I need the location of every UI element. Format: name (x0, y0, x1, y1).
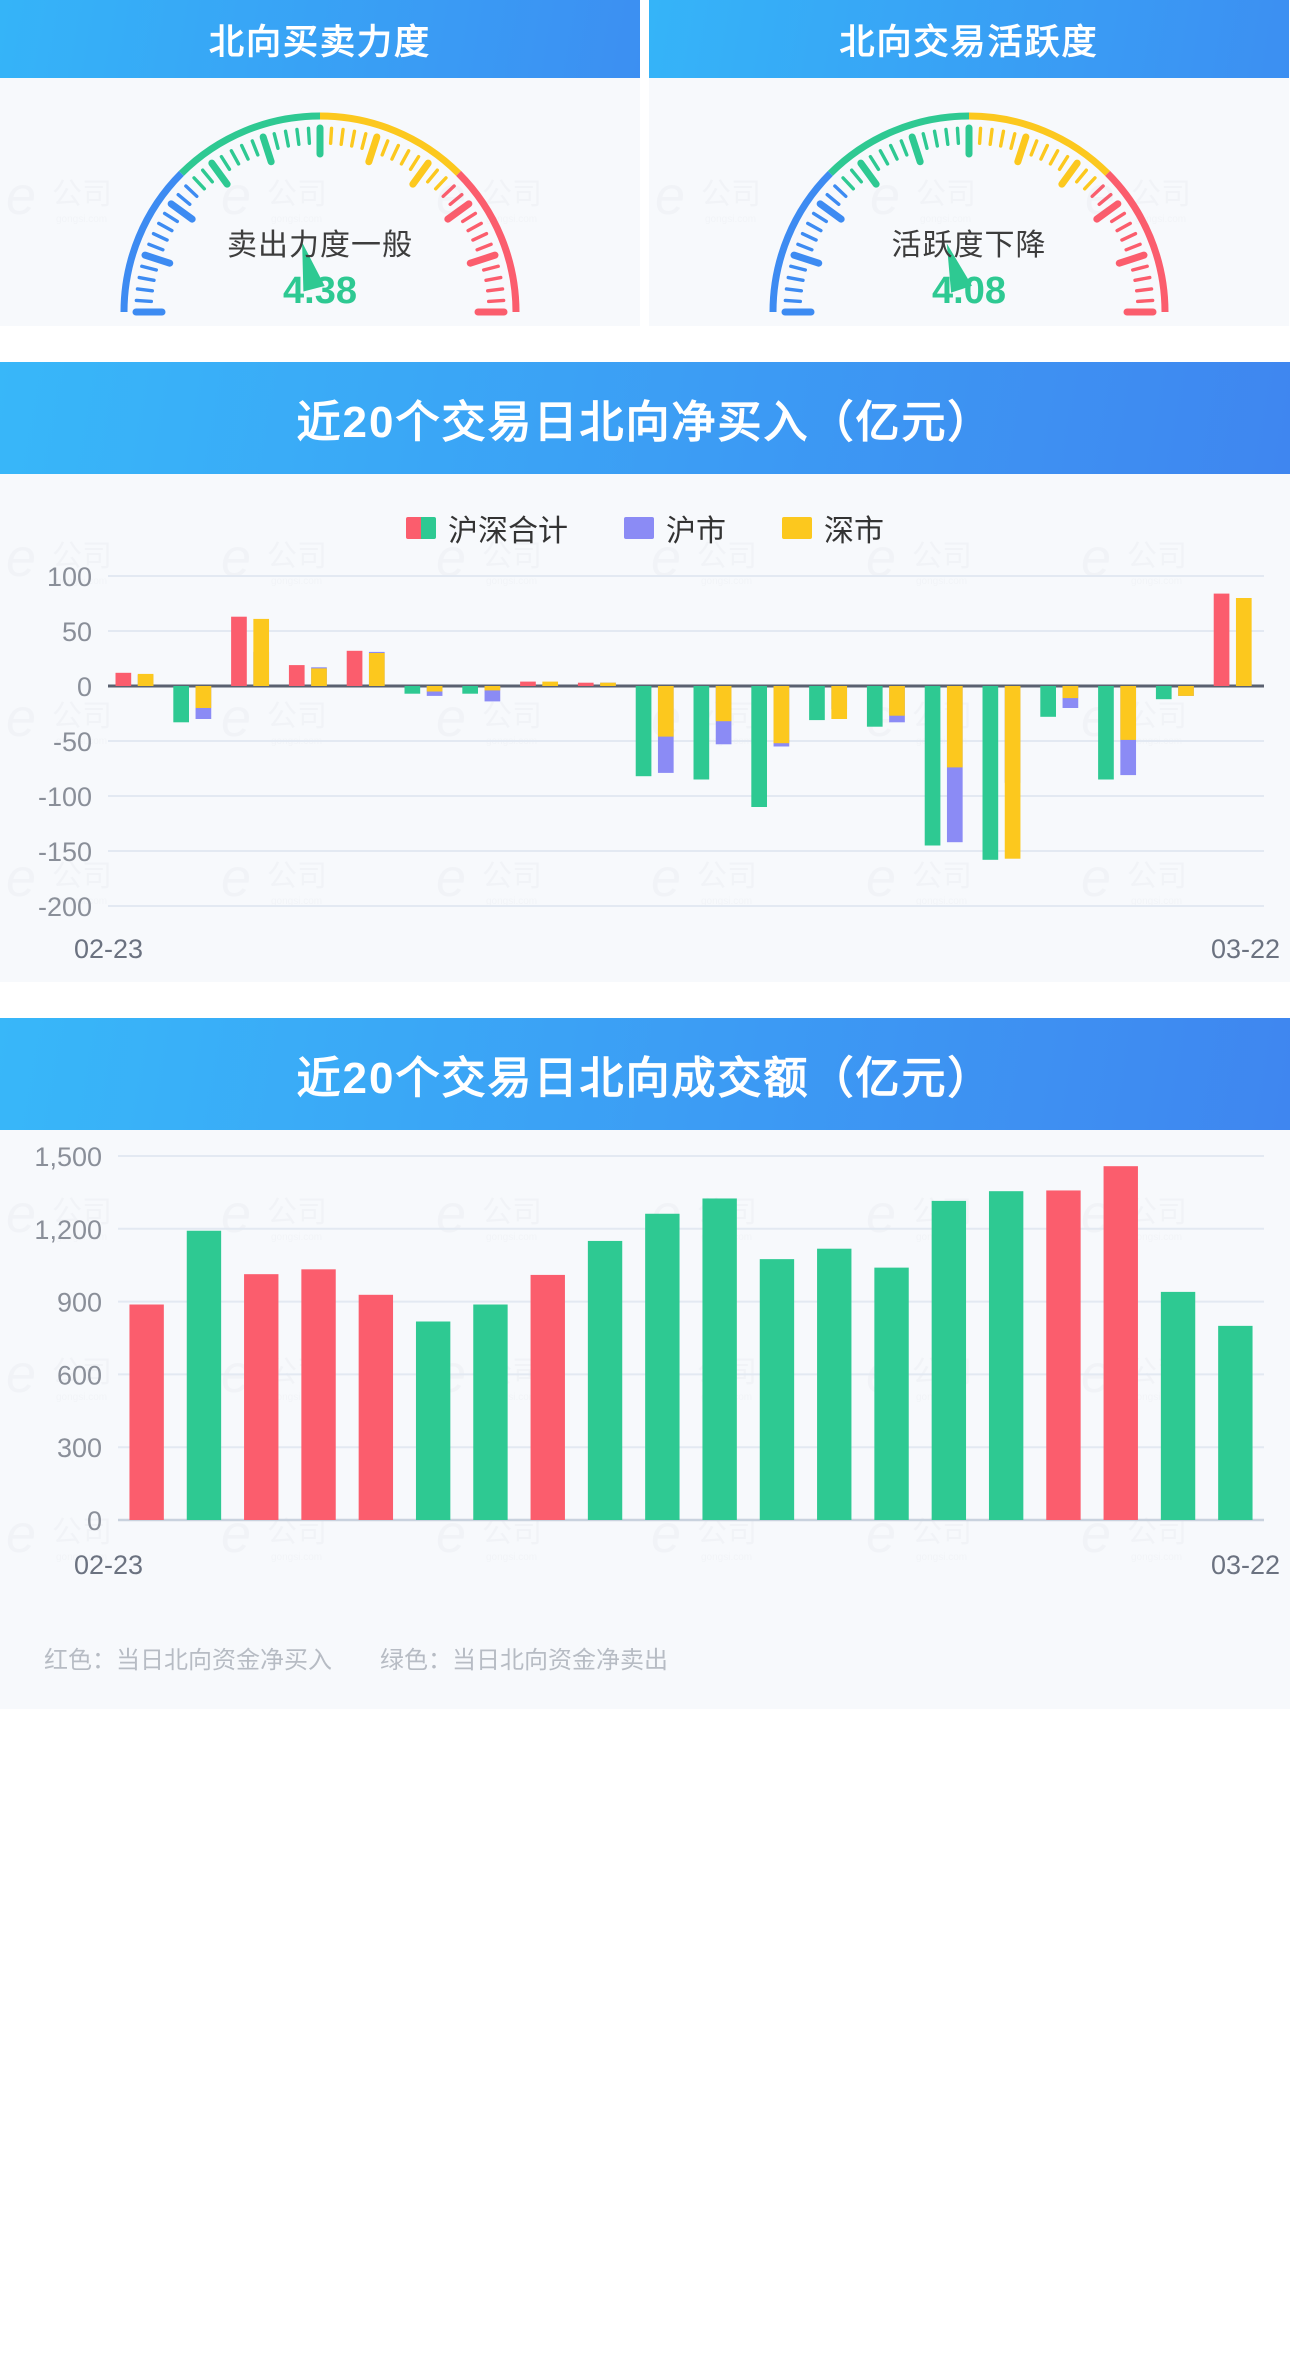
gauge-card-header: 北向买卖力度 (0, 0, 640, 78)
turnover-plot: 0 300 600 900 1,200 1,500 02-23 03-22 (0, 1130, 1290, 1600)
gauge-status-label: 活跃度下降 (891, 229, 1047, 262)
turnover-header: 近20个交易日北向成交额（亿元） (0, 1018, 1290, 1130)
section-spacer (0, 326, 1290, 362)
gauge-card-trade-activity: 北向交易活跃度 活跃度下降 4.08 (649, 0, 1289, 326)
gauge-status-label: 卖出力度一般 (227, 229, 413, 262)
svg-text:600: 600 (57, 1360, 102, 1390)
svg-text:02-23: 02-23 (74, 934, 143, 964)
svg-text:02-23: 02-23 (74, 1550, 143, 1580)
net-buy-header: 近20个交易日北向净买入（亿元） (0, 362, 1290, 474)
net-buy-legend: 沪深合计 沪市 深市 (0, 474, 1290, 562)
svg-text:-100: -100 (38, 782, 92, 812)
gauge-title: 北向交易活跃度 (839, 22, 1099, 62)
footer-legend: 红色：当日北向资金净买入 绿色：当日北向资金净卖出 (0, 1600, 1290, 1709)
gauge-value: 4.38 (283, 270, 357, 312)
svg-text:100: 100 (47, 562, 92, 592)
legend-label-total: 沪深合计 (448, 515, 568, 548)
legend-swatch-total-icon (406, 517, 436, 539)
gauge-readout: 活跃度下降 4.08 (649, 220, 1289, 313)
turnover-title: 近20个交易日北向成交额（亿元） (296, 1054, 994, 1103)
legend-swatch-shanghai-icon (624, 517, 654, 539)
footer-note-red: 红色：当日北向资金净买入 (44, 1647, 332, 1674)
legend-swatch-shenzhen-icon (782, 517, 812, 539)
svg-text:03-22: 03-22 (1211, 1550, 1280, 1580)
gauge-row: 北向买卖力度 卖出力度一般 4.38 北向交易活跃度 活跃度下降 4.08 (0, 0, 1290, 326)
gauge-body: 活跃度下降 4.08 (649, 78, 1289, 326)
gauge-card-header: 北向交易活跃度 (649, 0, 1289, 78)
svg-text:900: 900 (57, 1288, 102, 1318)
legend-item-total: 沪深合计 (406, 506, 568, 550)
legend-item-shanghai: 沪市 (624, 506, 726, 550)
legend-item-shenzhen: 深市 (782, 506, 884, 550)
svg-text:-150: -150 (38, 837, 92, 867)
svg-text:0: 0 (77, 672, 92, 702)
footer-note-green: 绿色：当日北向资金净卖出 (380, 1647, 668, 1674)
gauge-readout: 卖出力度一般 4.38 (0, 220, 640, 313)
section-turnover: 近20个交易日北向成交额（亿元） 0 300 600 900 1,200 1,500 02-… (0, 1018, 1290, 1709)
turnover-svg: 0 300 600 900 1,200 1,500 02-23 03-22 (34, 1142, 1280, 1580)
infographic-page: 北向买卖力度 卖出力度一般 4.38 北向交易活跃度 活跃度下降 4.08 (0, 0, 1290, 1709)
net-buy-svg: 100 50 0 -50 -100 -150 -200 02-23 03-22 (38, 562, 1280, 964)
svg-text:1,200: 1,200 (34, 1215, 102, 1245)
svg-text:-200: -200 (38, 892, 92, 922)
net-buy-title: 近20个交易日北向净买入（亿元） (296, 398, 994, 447)
svg-text:0: 0 (87, 1506, 102, 1536)
legend-label-shanghai: 沪市 (666, 515, 726, 548)
turnover-chart-wrap: 0 300 600 900 1,200 1,500 02-23 03-22 红色：当日北向资金… (0, 1130, 1290, 1709)
gauge-title: 北向买卖力度 (208, 22, 431, 62)
svg-text:-50: -50 (53, 727, 92, 757)
section-spacer (0, 982, 1290, 1018)
section-net-buy: 近20个交易日北向净买入（亿元） 沪深合计 沪市 深市 100 50 0 -50 -10… (0, 362, 1290, 982)
svg-text:03-22: 03-22 (1211, 934, 1280, 964)
net-buy-plot: 100 50 0 -50 -100 -150 -200 02-23 03-22 (0, 562, 1290, 982)
svg-text:300: 300 (57, 1433, 102, 1463)
svg-text:1,500: 1,500 (34, 1142, 102, 1172)
gauge-value: 4.08 (932, 270, 1006, 312)
gauge-body: 卖出力度一般 4.38 (0, 78, 640, 326)
svg-text:50: 50 (62, 617, 92, 647)
net-buy-chart-wrap: 沪深合计 沪市 深市 100 50 0 -50 -100 -150 -200 02-23 03-… (0, 474, 1290, 982)
gauge-card-buy-sell-strength: 北向买卖力度 卖出力度一般 4.38 (0, 0, 640, 326)
legend-label-shenzhen: 深市 (824, 515, 884, 548)
